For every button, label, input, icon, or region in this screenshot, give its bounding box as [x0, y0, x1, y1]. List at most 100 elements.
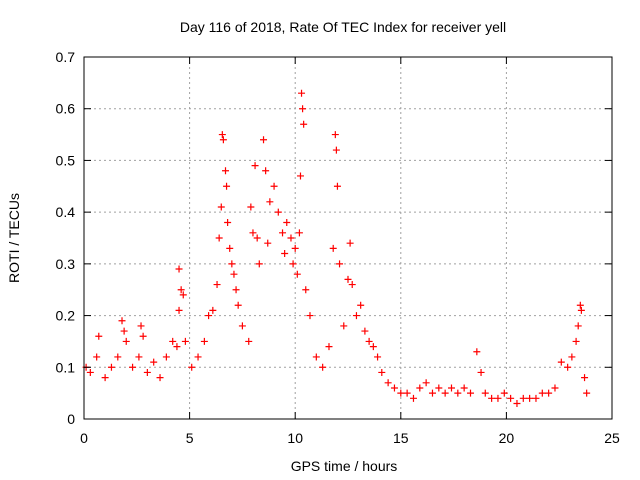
data-point: [332, 146, 340, 154]
data-point: [175, 306, 183, 314]
data-point: [333, 182, 341, 190]
grid: [84, 57, 612, 419]
data-point: [283, 218, 291, 226]
data-point: [179, 291, 187, 299]
data-point: [557, 358, 565, 366]
data-point: [526, 394, 534, 402]
data-point: [564, 363, 572, 371]
x-tick-label: 15: [393, 430, 409, 446]
data-point: [222, 167, 230, 175]
data-point: [253, 234, 261, 242]
data-point: [481, 389, 489, 397]
data-point: [473, 348, 481, 356]
data-point: [384, 379, 392, 387]
data-point: [302, 286, 310, 294]
data-point: [346, 239, 354, 247]
data-point: [357, 301, 365, 309]
data-point: [340, 322, 348, 330]
data-point: [118, 317, 126, 325]
data-point: [361, 327, 369, 335]
data-point: [500, 389, 508, 397]
data-point: [205, 312, 213, 320]
data-point: [219, 136, 227, 144]
data-point: [249, 229, 257, 237]
data-point: [296, 172, 304, 180]
y-tick-label: 0.5: [56, 152, 76, 168]
data-point: [319, 363, 327, 371]
data-point: [532, 394, 540, 402]
y-axis-label: ROTI / TECUs: [6, 193, 22, 283]
data-point: [200, 337, 208, 345]
x-axis-label: GPS time / hours: [291, 458, 398, 474]
data-point: [217, 203, 225, 211]
data-point: [447, 384, 455, 392]
x-tick-label: 5: [186, 430, 194, 446]
data-point: [232, 286, 240, 294]
data-point: [86, 368, 94, 376]
data-point: [247, 203, 255, 211]
data-point: [224, 218, 232, 226]
data-point: [460, 384, 468, 392]
data-point: [218, 131, 226, 139]
data-point: [137, 322, 145, 330]
data-point: [513, 399, 521, 407]
data-point: [454, 389, 462, 397]
data-point: [270, 182, 278, 190]
data-point: [215, 234, 223, 242]
data-point: [300, 120, 308, 128]
y-tick-label: 0.1: [56, 359, 76, 375]
data-point: [181, 337, 189, 345]
data-point: [348, 281, 356, 289]
data-point: [143, 368, 151, 376]
data-point: [289, 260, 297, 268]
y-tick-label: 0.7: [56, 49, 76, 65]
data-point: [230, 270, 238, 278]
data-point: [441, 389, 449, 397]
data-point: [299, 105, 307, 113]
data-point: [245, 337, 253, 345]
data-point: [135, 353, 143, 361]
data-point: [488, 394, 496, 402]
x-tick-label: 10: [287, 430, 303, 446]
x-tick-label: 20: [499, 430, 515, 446]
data-point: [194, 353, 202, 361]
data-point: [581, 374, 589, 382]
data-point: [416, 384, 424, 392]
data-point: [287, 234, 295, 242]
y-tick-label: 0: [67, 411, 75, 427]
data-point: [422, 379, 430, 387]
data-point: [344, 275, 352, 283]
data-point: [114, 353, 122, 361]
data-point: [365, 337, 373, 345]
data-point: [295, 229, 303, 237]
y-tick-label: 0.6: [56, 101, 76, 117]
data-point: [238, 322, 246, 330]
data-point: [264, 239, 272, 247]
data-point: [397, 389, 405, 397]
data-point: [477, 368, 485, 376]
data-point: [352, 312, 360, 320]
data-point: [213, 281, 221, 289]
data-point: [266, 198, 274, 206]
y-tick-label: 0.4: [56, 204, 76, 220]
data-point: [162, 353, 170, 361]
data-point: [331, 131, 339, 139]
data-point: [234, 301, 242, 309]
data-point: [577, 306, 585, 314]
y-tick-label: 0.3: [56, 256, 76, 272]
data-point: [279, 229, 287, 237]
data-point: [312, 353, 320, 361]
data-point: [568, 353, 576, 361]
data-point: [428, 389, 436, 397]
data-point: [129, 363, 137, 371]
data-point: [551, 384, 559, 392]
y-tick-labels: 0 0.1 0.2 0.3 0.4 0.5 0.6 0.7: [56, 49, 76, 427]
data-point: [228, 260, 236, 268]
data-point: [107, 363, 115, 371]
data-point: [336, 260, 344, 268]
data-point: [507, 394, 515, 402]
chart-title: Day 116 of 2018, Rate Of TEC Index for r…: [180, 19, 506, 35]
data-point: [293, 270, 301, 278]
data-point: [173, 343, 181, 351]
